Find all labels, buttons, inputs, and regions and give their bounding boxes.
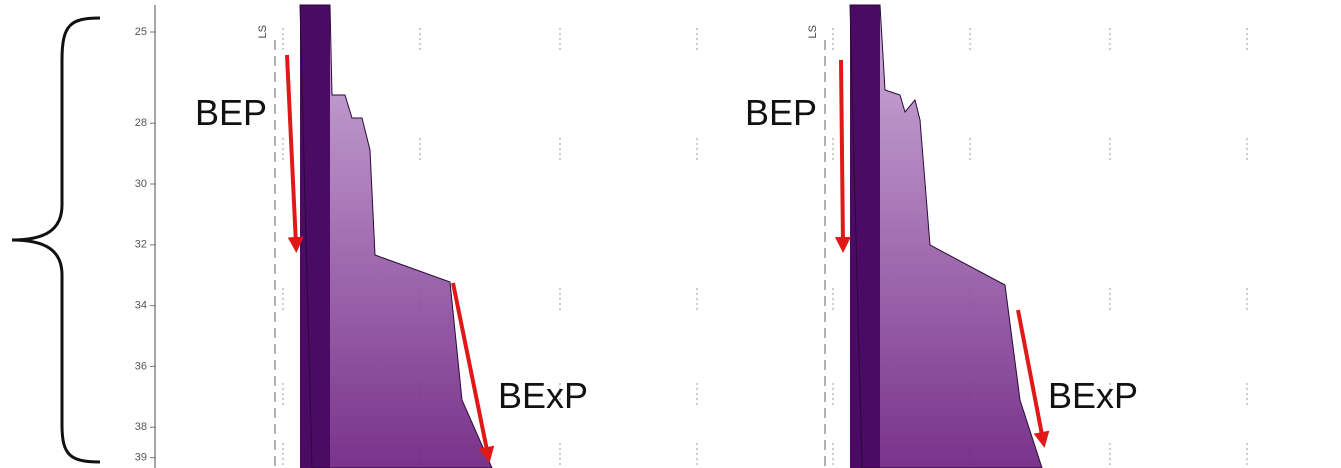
panel: LS BEP BExP bbox=[745, 4, 1248, 468]
tick-label: 25 bbox=[135, 26, 147, 38]
density-fade bbox=[300, 5, 492, 468]
density-outline bbox=[299, 4, 493, 468]
tick-label: 28 bbox=[135, 117, 147, 129]
tick-label: 38 bbox=[135, 421, 147, 433]
panels: LS BEP BExP LS BEP BExP bbox=[195, 4, 1248, 468]
arrow bbox=[285, 54, 304, 253]
tick-label: 30 bbox=[135, 178, 147, 190]
axis: 25 28 30 32 34 36 38 39 bbox=[135, 26, 156, 464]
lower-label: BExP bbox=[1048, 375, 1138, 416]
density-core bbox=[850, 5, 880, 468]
tick-label: 36 bbox=[135, 360, 147, 372]
ls-label: LS bbox=[257, 25, 269, 38]
arrow bbox=[834, 59, 851, 253]
tick-label: 32 bbox=[135, 239, 147, 251]
upper-label: BEP bbox=[195, 92, 267, 133]
tick-label: 39 bbox=[135, 452, 147, 464]
density-core bbox=[300, 5, 330, 468]
upper-label: BEP bbox=[745, 92, 817, 133]
panel: LS BEP BExP bbox=[195, 4, 698, 468]
brace bbox=[11, 16, 101, 464]
arrow bbox=[1016, 309, 1050, 448]
density-fade bbox=[850, 5, 1042, 468]
tick-label: 34 bbox=[135, 300, 147, 312]
arrow bbox=[451, 282, 495, 463]
density-outline bbox=[849, 4, 1043, 468]
lower-label: BExP bbox=[498, 375, 588, 416]
ls-label: LS bbox=[807, 25, 819, 38]
